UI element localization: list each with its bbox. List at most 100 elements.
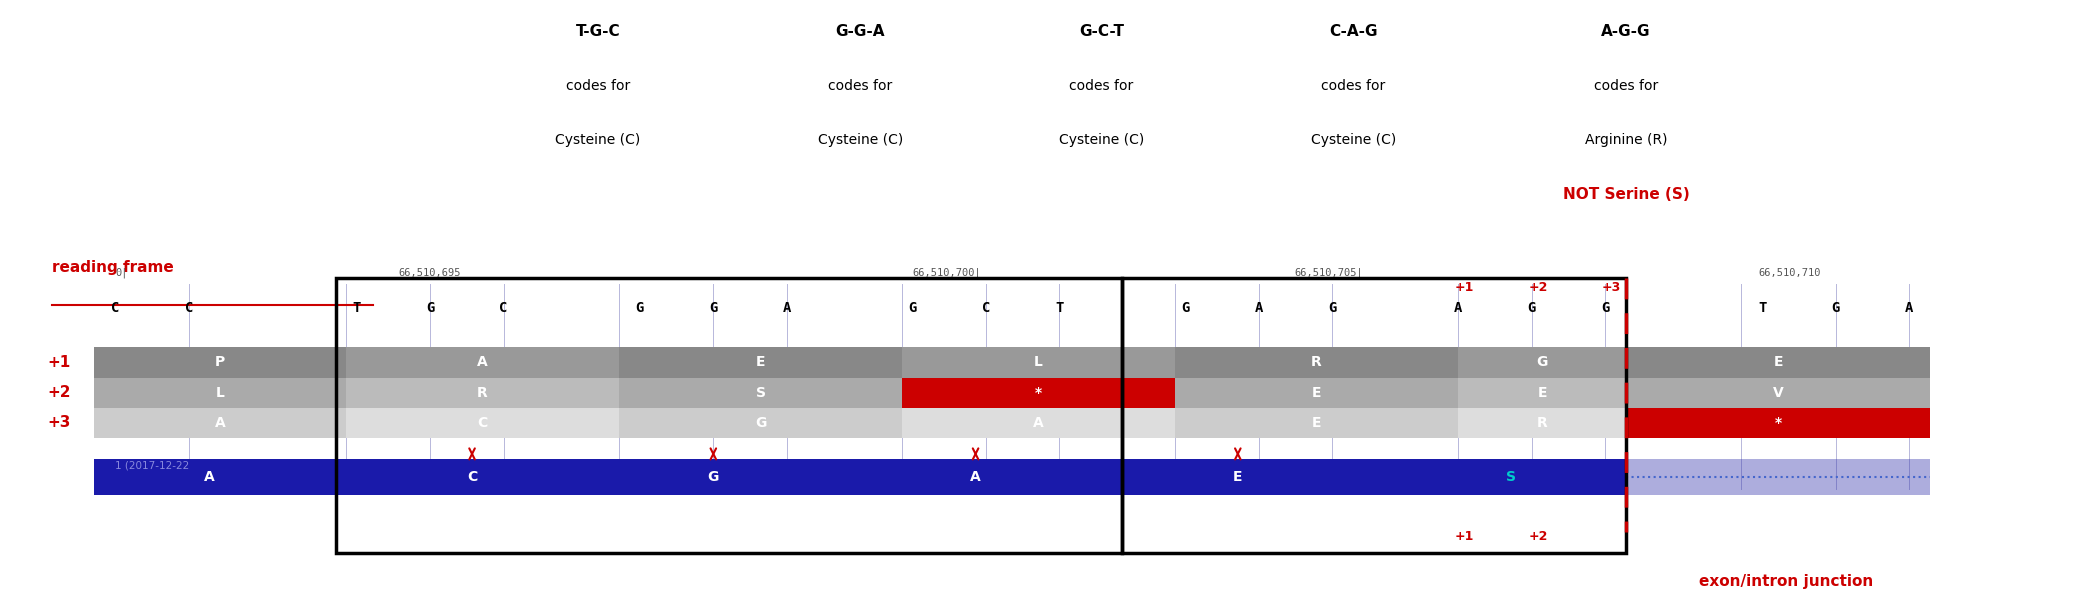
Text: 66,510,710: 66,510,710 bbox=[1758, 268, 1821, 278]
Bar bbox=[619, 408, 902, 438]
Text: Cysteine (C): Cysteine (C) bbox=[1059, 133, 1143, 147]
Text: 66,510,700|: 66,510,700| bbox=[913, 268, 982, 278]
Bar bbox=[94, 408, 346, 438]
Text: +1: +1 bbox=[46, 355, 71, 370]
Text: R: R bbox=[476, 385, 489, 400]
Text: *: * bbox=[1034, 385, 1043, 400]
Text: Cysteine (C): Cysteine (C) bbox=[556, 133, 640, 147]
Bar bbox=[94, 347, 346, 378]
Text: G: G bbox=[1536, 355, 1548, 370]
Text: A: A bbox=[1905, 301, 1913, 315]
Bar bbox=[1458, 408, 1626, 438]
Text: T-G-C: T-G-C bbox=[575, 24, 621, 39]
Text: S: S bbox=[1506, 470, 1515, 484]
Bar bbox=[1122, 278, 1626, 553]
Bar bbox=[336, 278, 1122, 553]
Bar bbox=[94, 347, 1930, 378]
Bar bbox=[346, 408, 619, 438]
Text: C: C bbox=[185, 301, 193, 315]
Text: E: E bbox=[1234, 470, 1242, 484]
Text: 1 (2017-12-22: 1 (2017-12-22 bbox=[115, 460, 189, 470]
Bar bbox=[94, 408, 1930, 438]
Bar bbox=[1626, 378, 1930, 408]
Text: T: T bbox=[1758, 301, 1767, 315]
Text: C: C bbox=[468, 470, 476, 484]
Text: C-A-G: C-A-G bbox=[1328, 24, 1378, 39]
Text: NOT Serine (S): NOT Serine (S) bbox=[1563, 187, 1689, 202]
Text: T: T bbox=[1055, 301, 1064, 315]
Text: codes for: codes for bbox=[1070, 79, 1133, 92]
Text: G: G bbox=[1601, 301, 1609, 315]
Text: reading frame: reading frame bbox=[52, 260, 174, 275]
Bar bbox=[94, 459, 1626, 495]
Text: Arginine (R): Arginine (R) bbox=[1584, 133, 1668, 147]
Text: R: R bbox=[1311, 355, 1322, 370]
Text: A: A bbox=[1454, 301, 1462, 315]
Bar bbox=[902, 408, 1175, 438]
Text: A-G-G: A-G-G bbox=[1601, 24, 1651, 39]
Bar bbox=[1175, 347, 1458, 378]
Text: +1: +1 bbox=[1454, 281, 1475, 294]
Text: A: A bbox=[1032, 416, 1045, 430]
Text: C: C bbox=[982, 301, 990, 315]
Text: exon/intron junction: exon/intron junction bbox=[1699, 574, 1874, 589]
Text: +3: +3 bbox=[46, 416, 71, 430]
Text: E: E bbox=[1538, 385, 1546, 400]
Text: E: E bbox=[755, 355, 766, 370]
Text: A: A bbox=[969, 470, 982, 484]
Text: E: E bbox=[1773, 355, 1783, 370]
Text: *: * bbox=[1775, 416, 1781, 430]
Text: P: P bbox=[216, 355, 224, 370]
Text: codes for: codes for bbox=[829, 79, 892, 92]
Text: Cysteine (C): Cysteine (C) bbox=[1311, 133, 1395, 147]
Text: G: G bbox=[1832, 301, 1840, 315]
Text: G: G bbox=[636, 301, 644, 315]
Text: C: C bbox=[499, 301, 508, 315]
Text: C: C bbox=[478, 416, 487, 430]
Bar bbox=[902, 347, 1175, 378]
Bar bbox=[1458, 347, 1626, 378]
Text: codes for: codes for bbox=[566, 79, 629, 92]
Text: 66,510,695: 66,510,695 bbox=[399, 268, 462, 278]
Bar bbox=[346, 347, 619, 378]
Text: codes for: codes for bbox=[1594, 79, 1657, 92]
Text: A: A bbox=[204, 470, 216, 484]
Text: G-C-T: G-C-T bbox=[1078, 24, 1125, 39]
Bar bbox=[94, 378, 346, 408]
Text: +2: +2 bbox=[46, 385, 71, 400]
Bar bbox=[902, 378, 1175, 408]
Text: 66,510,705|: 66,510,705| bbox=[1294, 268, 1364, 278]
Text: +2: +2 bbox=[1527, 281, 1548, 294]
Text: +1: +1 bbox=[1454, 530, 1475, 544]
Text: A: A bbox=[783, 301, 791, 315]
Bar bbox=[94, 378, 1930, 408]
Text: G-G-A: G-G-A bbox=[835, 24, 885, 39]
Bar bbox=[619, 347, 902, 378]
Text: C: C bbox=[111, 301, 120, 315]
Text: codes for: codes for bbox=[1322, 79, 1385, 92]
Text: +2: +2 bbox=[1527, 530, 1548, 544]
Text: A: A bbox=[1255, 301, 1263, 315]
Bar bbox=[619, 378, 902, 408]
Bar bbox=[1626, 347, 1930, 378]
Text: Cysteine (C): Cysteine (C) bbox=[818, 133, 902, 147]
Text: +3: +3 bbox=[1601, 281, 1622, 294]
Text: V: V bbox=[1773, 385, 1783, 400]
Text: S: S bbox=[755, 385, 766, 400]
Text: E: E bbox=[1311, 385, 1322, 400]
Text: G: G bbox=[1181, 301, 1190, 315]
Text: A: A bbox=[476, 355, 489, 370]
Text: A: A bbox=[214, 416, 227, 430]
Text: L: L bbox=[216, 385, 224, 400]
Text: G: G bbox=[426, 301, 434, 315]
Bar bbox=[1458, 378, 1626, 408]
Text: G: G bbox=[709, 301, 718, 315]
Text: G: G bbox=[707, 470, 720, 484]
Bar bbox=[1175, 408, 1458, 438]
Text: L: L bbox=[1034, 355, 1043, 370]
Text: G: G bbox=[1527, 301, 1536, 315]
Bar bbox=[1626, 459, 1930, 495]
Text: G: G bbox=[1328, 301, 1336, 315]
Text: R: R bbox=[1536, 416, 1548, 430]
Text: 0|: 0| bbox=[115, 268, 128, 278]
